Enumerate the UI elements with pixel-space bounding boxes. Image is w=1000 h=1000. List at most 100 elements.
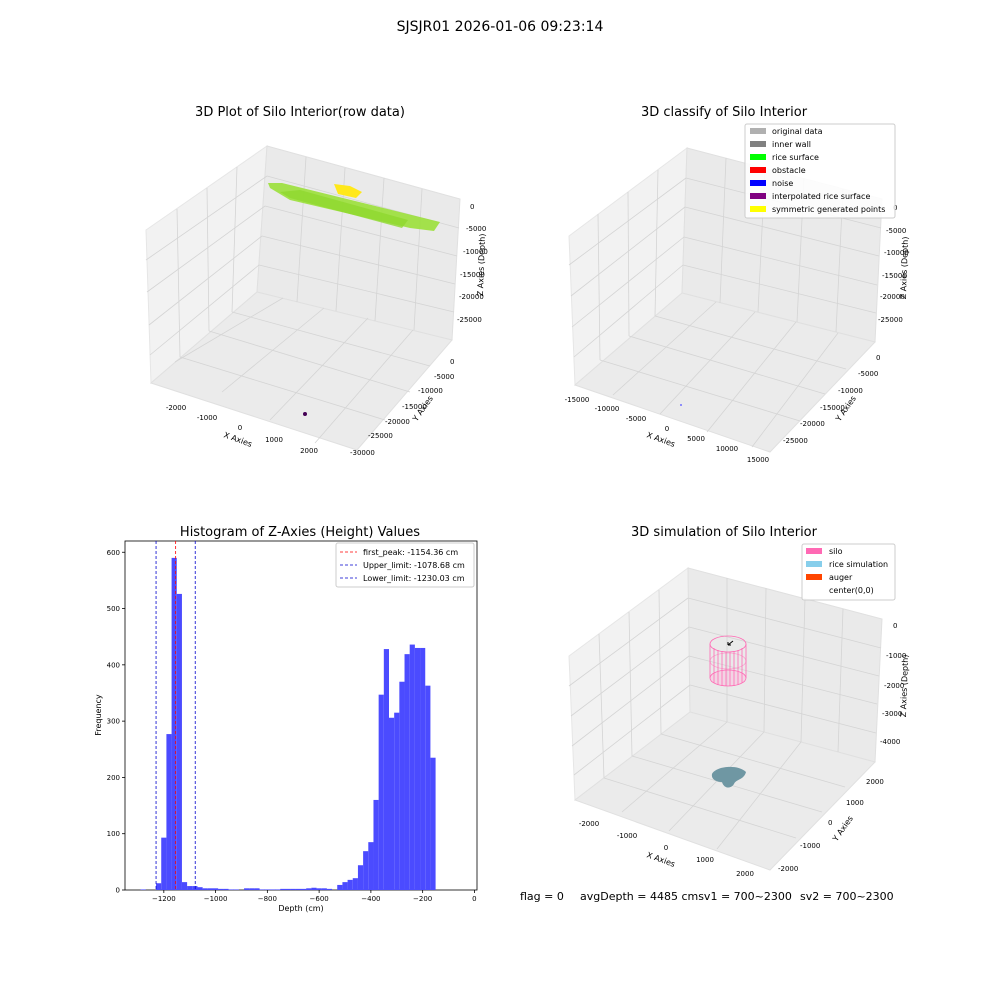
panel4-xtick: 1000 — [696, 856, 714, 864]
hist-bar — [378, 694, 384, 890]
panel1-ytick: 0 — [450, 358, 454, 366]
hist-bar — [368, 842, 374, 890]
hist-bar — [373, 799, 379, 890]
hist-bar — [187, 886, 193, 890]
panel2-xtick: 5000 — [687, 435, 705, 443]
panel4-xtick: 0 — [664, 844, 668, 852]
panel1-ztick: -25000 — [457, 316, 482, 324]
panel4-ztick: -3000 — [882, 710, 902, 718]
hist-legend: first_peak: -1154.36 cm Upper_limit: -10… — [335, 542, 475, 588]
hist-bar — [311, 887, 317, 890]
hist-bar — [430, 757, 436, 890]
hist-bar — [223, 888, 229, 890]
hist-bar — [399, 681, 405, 890]
auger-arrow-icon — [727, 640, 734, 646]
panel1-ytick: -20000 — [385, 418, 410, 426]
panel1-symmetric-points-blob — [334, 184, 362, 198]
panel2-xtick: -15000 — [565, 396, 590, 404]
panel2-ztick: -20000 — [880, 293, 905, 301]
panel4-legend: silo rice simulation auger center(0,0) — [801, 543, 896, 601]
hist-bar — [290, 888, 296, 890]
panel2-legend-label: symmetric generated points — [772, 205, 885, 214]
hist-vlines-group — [155, 541, 196, 890]
hist-xticks-group: −1200 −1000 −800 −600 −400 −200 0 — [152, 890, 477, 903]
hist-bar — [420, 647, 426, 890]
hist-xtick-label: −1200 — [152, 895, 176, 903]
panel2-legend-label: interpolated rice surface — [772, 192, 870, 201]
panel4-xtick: -1000 — [617, 832, 637, 840]
panel4-ytick: 2000 — [866, 778, 884, 786]
panel1-ztick: -15000 — [460, 271, 485, 279]
panel2-xtick: 0 — [665, 425, 669, 433]
hist-xtick-label: −600 — [310, 895, 329, 903]
hist-bar — [363, 851, 369, 890]
panel4-legend-label: center(0,0) — [829, 586, 874, 595]
panel1-grid — [145, 156, 460, 444]
panel2-legend-label: obstacle — [772, 166, 806, 175]
hist-bar — [233, 889, 239, 890]
hist-bar — [264, 889, 270, 890]
panel2-legend-label: noise — [772, 179, 793, 188]
silo-cylinder — [709, 635, 747, 687]
panel4-title: 3D simulation of Silo Interior — [631, 525, 818, 540]
panel1-ztick: 0 — [470, 203, 474, 211]
panel4-ylabel: Y Axies — [830, 814, 855, 844]
panel4-legend-frame — [801, 543, 896, 601]
panel4-ytick: 1000 — [846, 799, 864, 807]
hist-bar — [202, 888, 208, 890]
panel1-title: 3D Plot of Silo Interior(row data) — [195, 105, 405, 120]
panel2-ztick: -25000 — [878, 316, 903, 324]
panel1-ztick: -20000 — [459, 293, 484, 301]
footer-flag: flag = 0 — [520, 890, 564, 903]
footer-sv2: sv2 = 700~2300 — [800, 890, 894, 903]
hist-bar — [414, 647, 421, 890]
panel4-grid — [568, 578, 882, 850]
panel2-zlabel: Z Axies (Depth) — [899, 236, 910, 299]
panel1-outlier-point — [303, 412, 307, 416]
hist-title: Histogram of Z-Axies (Height) Values — [180, 525, 420, 540]
panel4-legend-label: rice simulation — [829, 560, 888, 569]
hist-bar — [337, 884, 343, 890]
hist-ytick-label: 100 — [107, 830, 120, 838]
hist-bar — [176, 593, 182, 890]
hist-xtick-label: −1000 — [204, 895, 228, 903]
panel1-ytick: -5000 — [434, 373, 454, 381]
panel4-legend-swatch — [806, 548, 822, 554]
panel2-legend-swatch — [750, 167, 766, 173]
panel2-ytick: -10000 — [838, 387, 863, 395]
panel4-legend-swatch — [806, 561, 822, 567]
panel1-ztick: -10000 — [463, 248, 488, 256]
hist-bar — [394, 712, 400, 890]
hist-bar — [213, 888, 219, 890]
panel1-xtick: -2000 — [166, 404, 186, 412]
panel2-ztick: -5000 — [886, 227, 906, 235]
hist-bar — [409, 644, 415, 890]
hist-xtick-label: −200 — [413, 895, 432, 903]
hist-bar — [383, 649, 389, 890]
hist-bar — [404, 654, 410, 890]
panel-classify-3d: 3D classify of Silo Interior -15000 -100… — [565, 105, 910, 464]
figure-suptitle: SJSJR01 2026-01-06 09:23:14 — [397, 19, 604, 35]
hist-bar — [228, 889, 234, 890]
panel2-xtick: 10000 — [716, 445, 738, 453]
panel1-ytick: -10000 — [418, 387, 443, 395]
panel1-zlabel: Z Axies (Depth) — [476, 233, 487, 296]
panel1-xtick: -1000 — [197, 414, 217, 422]
hist-bar — [259, 889, 265, 890]
rice-simulation-surface — [711, 766, 746, 788]
hist-xlabel: Depth (cm) — [278, 904, 323, 913]
hist-bar — [156, 883, 162, 890]
panel1-xtick: 1000 — [265, 436, 283, 444]
panel2-legend-swatch — [750, 128, 766, 134]
panel1-ztick: -5000 — [466, 225, 486, 233]
panel1-xlabel: X Axies — [222, 430, 253, 449]
panel4-ztick: -1000 — [886, 652, 906, 660]
hist-bars-group — [140, 557, 436, 890]
panel2-xtick: 15000 — [747, 456, 769, 464]
hist-bar — [249, 888, 255, 890]
panel4-legend-label: auger — [829, 573, 853, 582]
panel4-ytick: -1000 — [800, 842, 820, 850]
hist-xtick-label: −800 — [258, 895, 277, 903]
hist-ytick-label: 300 — [107, 718, 120, 726]
hist-bar — [161, 837, 167, 890]
